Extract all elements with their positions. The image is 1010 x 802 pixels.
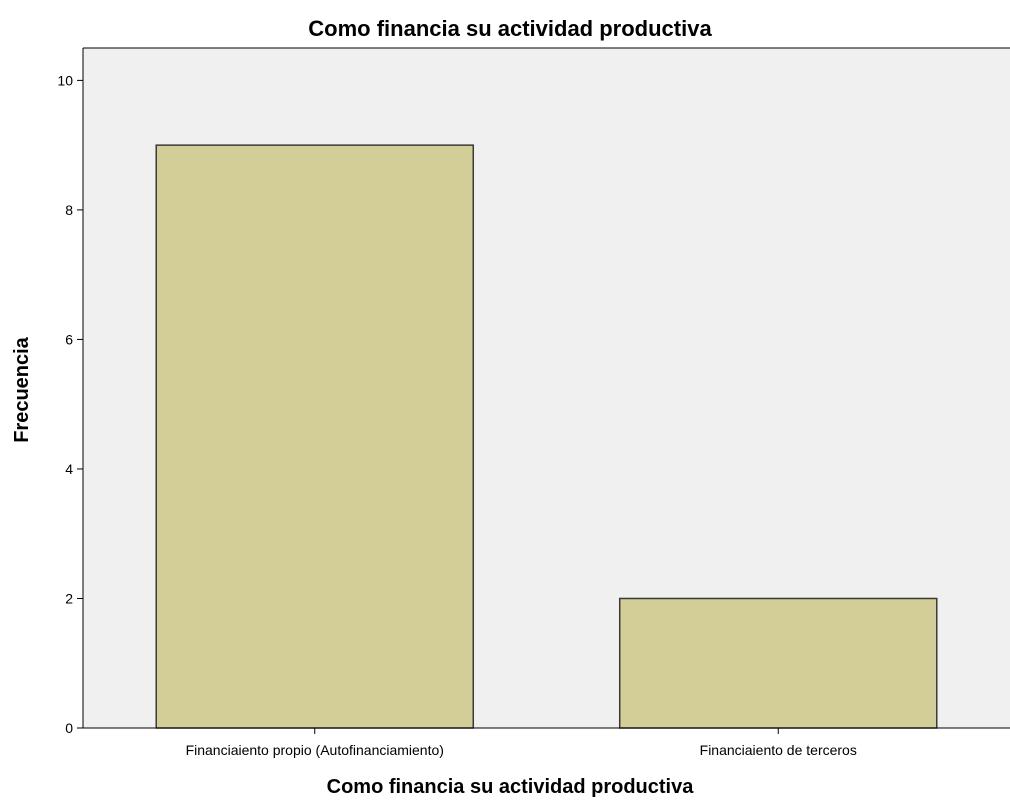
y-axis-label: Frecuencia [11,336,33,442]
y-axis: 0 2 4 6 8 10 [57,47,1010,736]
bar [155,144,475,729]
y-tick-label: 4 [65,461,73,477]
chart-title: Como financia su actividad productiva [308,16,712,41]
bars-group [155,144,938,729]
y-tick-label: 6 [65,331,73,347]
y-tick-label: 0 [65,720,73,736]
x-axis: Financiaiento propio (Autofinanciamiento… [83,727,1010,758]
y-tick-label: 8 [65,202,73,218]
x-axis-label: Como financia su actividad productiva [327,776,695,798]
x-category-label: Financiaiento propio (Autofinanciamiento… [186,742,444,758]
y-tick-label: 10 [57,72,73,88]
y-tick-label: 2 [65,590,73,606]
x-category-label: Financiaiento de terceros [700,742,857,758]
bar [618,597,938,729]
